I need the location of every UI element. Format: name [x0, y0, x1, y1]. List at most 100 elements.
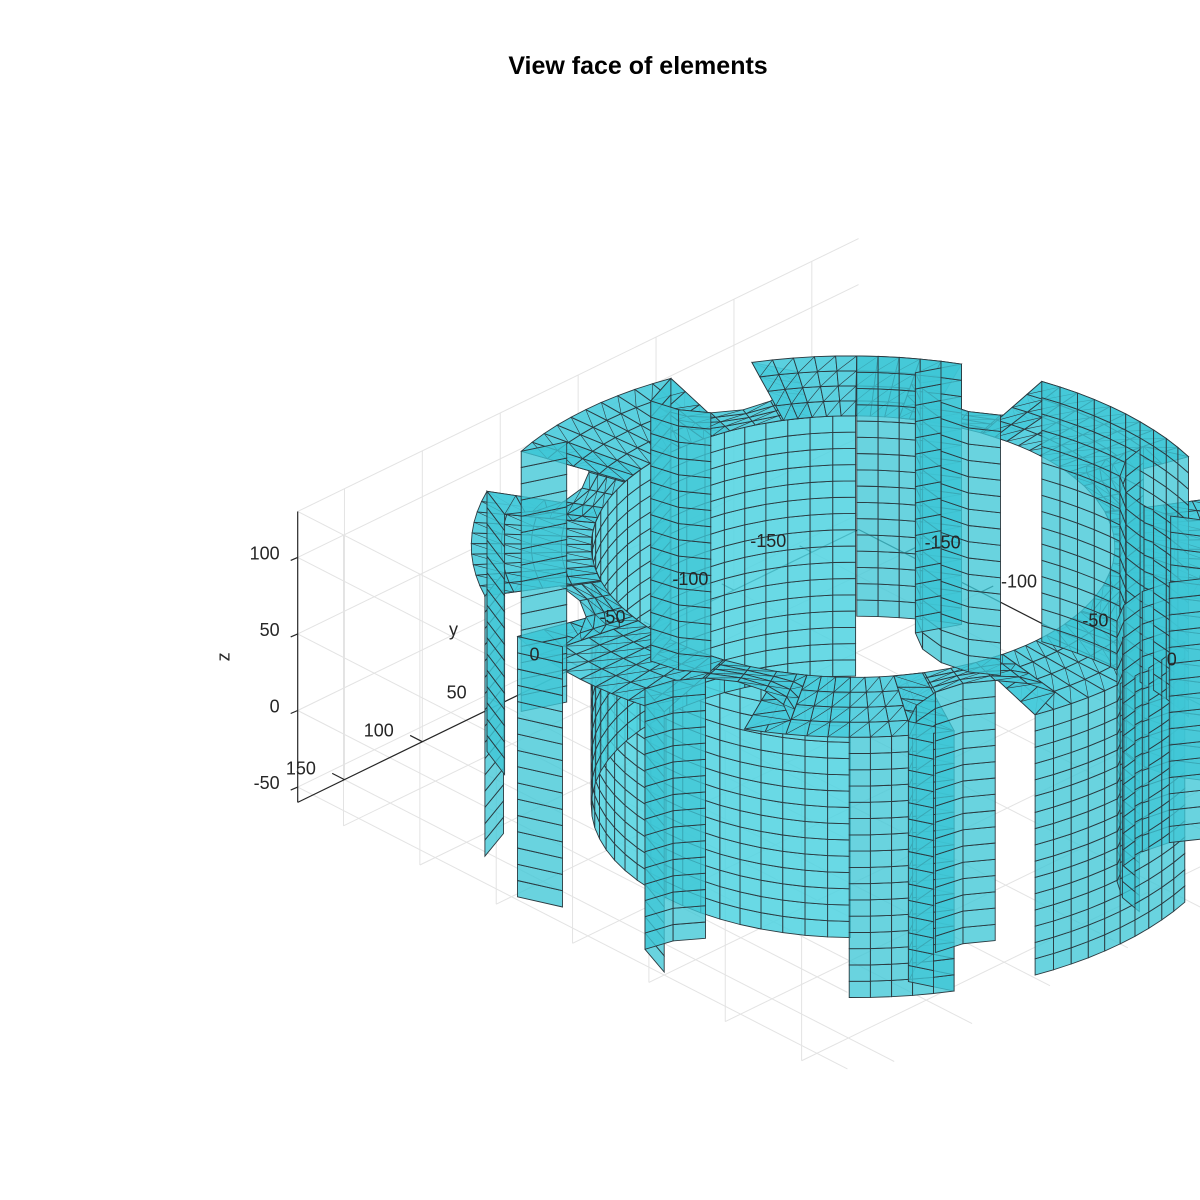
top-mesh-edge	[715, 409, 744, 418]
inner-wall-face	[782, 769, 806, 790]
top-mesh-edge	[565, 519, 594, 531]
inner-wall-face	[782, 801, 806, 822]
outer-wall-face	[672, 807, 706, 828]
outer-wall-face	[877, 469, 900, 489]
top-face	[816, 370, 839, 388]
outer-wall-face	[672, 840, 706, 860]
inner-wall-face	[827, 806, 851, 825]
top-mesh-edge	[617, 395, 622, 414]
outer-wall-face	[877, 486, 900, 505]
top-mesh-edge	[848, 721, 870, 738]
y-tick-label: -150	[750, 531, 786, 551]
inner-wall-face	[809, 643, 834, 662]
top-face	[822, 400, 842, 417]
inner-wall-face	[804, 772, 829, 791]
outer-wall-face	[877, 372, 900, 391]
inner-wall-face	[832, 480, 857, 498]
top-mesh-edge	[579, 600, 596, 615]
outer-wall-face	[672, 677, 706, 698]
inner-wall-face	[809, 529, 834, 549]
outer-wall-face	[967, 411, 1001, 432]
inner-wall-face	[832, 545, 857, 563]
outer-wall-face	[869, 914, 893, 933]
inner-wall-face	[832, 643, 857, 661]
inner-wall-face	[787, 595, 811, 616]
top-mesh-edge	[797, 402, 808, 419]
inner-wall-face	[782, 866, 806, 888]
chart-title: View face of elements	[508, 52, 768, 80]
inner-wall-face	[827, 871, 851, 890]
inner-wall-face	[787, 433, 811, 453]
inner-wall-face	[782, 785, 806, 806]
top-mesh-edge	[770, 680, 794, 682]
top-mesh-edge	[764, 690, 787, 698]
top-mesh-edge	[1053, 691, 1055, 710]
top-mesh-edge	[1027, 682, 1043, 684]
inner-wall-face	[804, 804, 829, 824]
top-mesh-edge	[1045, 656, 1052, 674]
top-mesh-edge	[786, 696, 799, 699]
grid-line	[297, 238, 859, 512]
outer-wall-face	[1170, 531, 1200, 553]
top-mesh-edge	[1006, 433, 1038, 442]
top-mesh-edge	[838, 370, 857, 387]
top-mesh-edge	[611, 479, 616, 495]
outer-wall-face	[517, 635, 563, 664]
inner-wall-face	[809, 562, 834, 581]
top-mesh-edge	[587, 598, 605, 613]
top-face	[1191, 499, 1200, 512]
top-mesh-edge	[789, 686, 803, 690]
outer-wall-face	[856, 355, 879, 374]
outer-wall-face	[869, 947, 893, 966]
inner-wall-face	[832, 512, 857, 531]
top-mesh-edge	[615, 437, 628, 454]
top-mesh-edge	[588, 635, 624, 638]
top-mesh-edge	[592, 506, 598, 518]
top-mesh-edge	[926, 667, 951, 678]
outer-wall-face	[877, 420, 900, 440]
inner-wall-face	[827, 903, 851, 922]
top-mesh-edge	[1032, 661, 1038, 680]
outer-wall-face	[848, 769, 871, 787]
top-mesh-edge	[585, 616, 594, 629]
outer-wall-face	[520, 441, 568, 469]
top-mesh-edge	[767, 374, 780, 392]
top-mesh-edge	[585, 409, 594, 428]
top-mesh-edge	[725, 417, 750, 427]
outer-wall-face	[869, 898, 893, 917]
outer-wall-face	[848, 866, 871, 885]
top-mesh-edge	[601, 664, 637, 670]
inner-wall-face	[804, 788, 829, 808]
outer-wall-face	[877, 404, 900, 423]
top-mesh-edge	[1084, 679, 1089, 698]
inner-wall-face	[832, 496, 857, 515]
top-mesh-edge	[870, 721, 889, 738]
grid-line	[297, 786, 848, 1070]
outer-wall-face	[672, 889, 706, 909]
z-tick-label: -50	[254, 773, 280, 793]
inner-wall-face	[782, 753, 806, 774]
inner-wall-face	[809, 431, 834, 451]
top-mesh-edge	[829, 707, 850, 723]
top-mesh-edge	[603, 611, 620, 621]
outer-wall-face	[856, 420, 879, 439]
outer-wall-face	[672, 856, 706, 877]
outer-wall-face	[848, 785, 871, 803]
top-face	[868, 721, 893, 738]
inner-wall-face	[827, 741, 851, 760]
z-tick-label: 0	[270, 697, 280, 717]
top-mesh-edge	[885, 690, 899, 707]
inner-wall-face	[809, 627, 834, 646]
y-tick-label: 150	[286, 758, 316, 778]
top-mesh-edge	[839, 385, 857, 402]
z-tick-label: 100	[250, 543, 280, 563]
outer-wall-face	[869, 768, 893, 787]
outer-wall-face	[856, 599, 879, 618]
top-mesh-edge	[749, 405, 774, 418]
outer-wall-face	[672, 742, 706, 763]
y-tick-label: 0	[530, 645, 540, 665]
inner-wall-face	[832, 415, 857, 433]
top-mesh-edge	[637, 447, 651, 464]
top-mesh-edge	[592, 451, 609, 468]
top-mesh-edge	[566, 502, 574, 515]
